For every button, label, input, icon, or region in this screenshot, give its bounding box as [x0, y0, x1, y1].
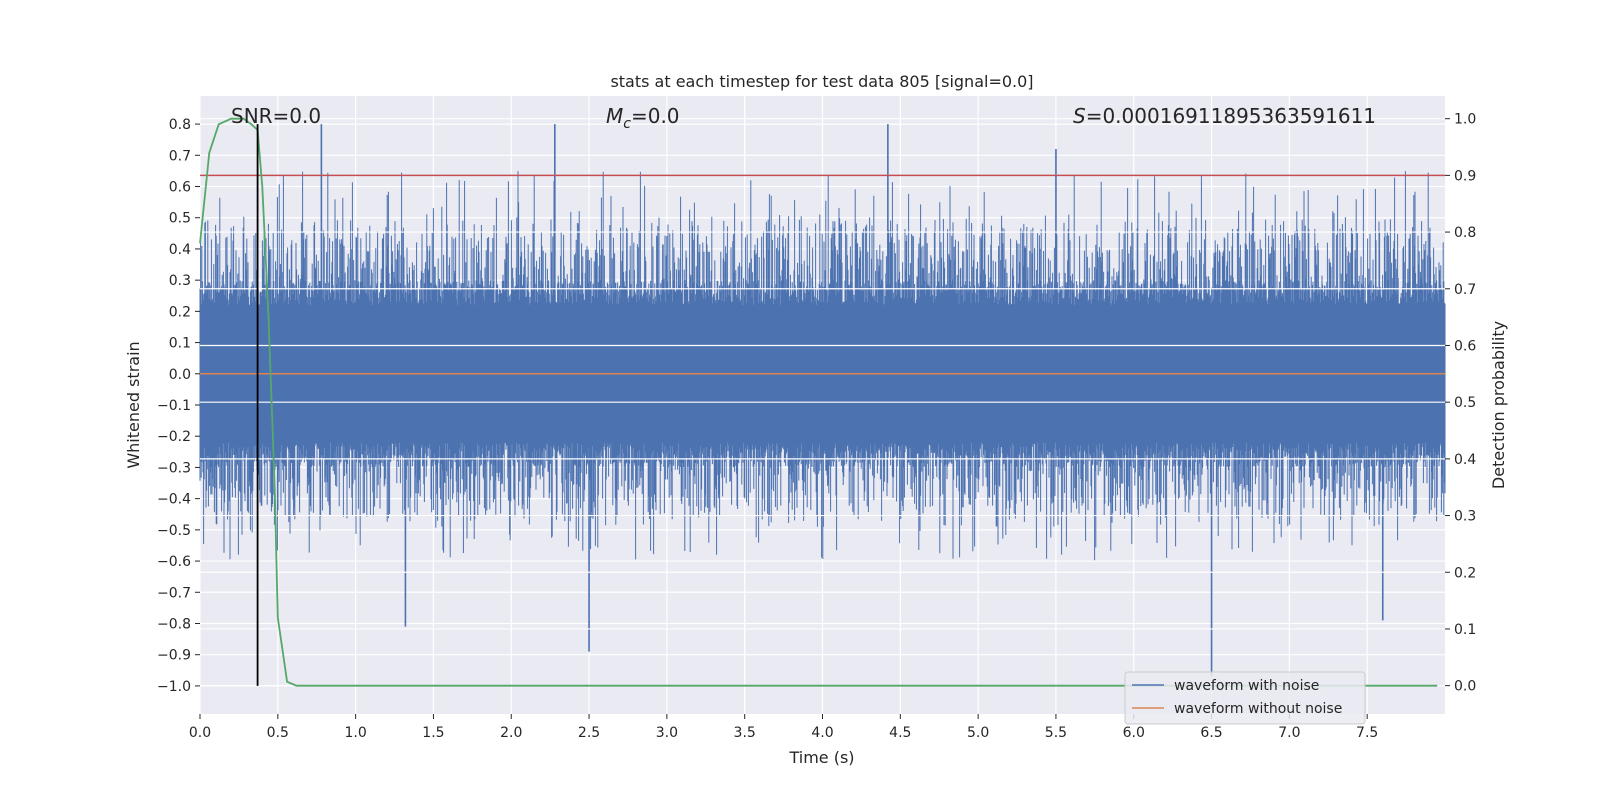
legend-label-noise: waveform with noise — [1174, 678, 1319, 694]
x-tick-label: 6.5 — [1200, 725, 1222, 741]
x-tick-label: 3.0 — [656, 725, 678, 741]
series-detection-probability — [199, 117, 1438, 687]
y-tick-label: 0.7 — [169, 148, 191, 164]
y-tick-label: −0.4 — [157, 492, 191, 508]
y2-tick-label: 0.9 — [1454, 168, 1476, 184]
x-tick-label: 0.0 — [189, 725, 211, 741]
y-tick-label: 0.5 — [169, 211, 191, 227]
mc-value: =0.0 — [631, 104, 680, 128]
y2-tick-label: 0.2 — [1454, 565, 1476, 581]
x-tick-label: 4.5 — [889, 725, 911, 741]
chart-title: stats at each timestep for test data 805… — [610, 72, 1033, 91]
y2-tick-label: 0.0 — [1454, 679, 1476, 695]
y-tick-label: 0.2 — [169, 304, 191, 320]
x-tick-label: 2.0 — [500, 725, 522, 741]
annotation-s: S=0.00016911895363591611 — [1073, 104, 1376, 128]
y-tick-label: −0.8 — [157, 616, 191, 632]
legend-box — [1124, 671, 1366, 725]
y2-tick-label: 0.3 — [1454, 509, 1476, 525]
s-value: =0.00016911895363591611 — [1086, 104, 1376, 128]
annotation-snr: SNR=0.0 — [231, 104, 321, 128]
y2-axis-label: Detection probability — [1489, 321, 1508, 489]
y2-ticks: 1.0 0.9 0.8 0.7 0.6 0.5 0.4 0.3 0.2 0.1 0.0 — [1445, 112, 1476, 695]
y-axis-label: Whitened strain — [124, 341, 143, 468]
y-tick-label: 0.4 — [169, 242, 191, 258]
y2-tick-label: 0.4 — [1454, 452, 1476, 468]
overlays — [199, 117, 1445, 687]
y2-tick-label: 0.7 — [1454, 282, 1476, 298]
annotation-mc: Mc=0.0 — [606, 104, 680, 132]
y2-tick-label: 0.1 — [1454, 622, 1476, 638]
y-tick-label: −0.5 — [157, 523, 191, 539]
x-tick-label: 1.5 — [422, 725, 444, 741]
y-tick-label: 0.3 — [169, 273, 191, 289]
y-tick-label: −0.3 — [157, 460, 191, 476]
x-tick-label: 7.5 — [1356, 725, 1378, 741]
y-tick-label: −0.6 — [157, 554, 191, 570]
mc-symbol: M — [606, 104, 623, 128]
y-tick-label: −1.0 — [157, 679, 191, 695]
y-tick-label: 0.6 — [169, 180, 191, 196]
y2-tick-label: 0.6 — [1454, 338, 1476, 354]
legend: waveform with noise waveform without noi… — [1124, 671, 1366, 725]
y-tick-label: 0.0 — [169, 367, 191, 383]
legend-label-clean: waveform without noise — [1174, 701, 1342, 717]
y-tick-label: −0.1 — [157, 398, 191, 414]
x-tick-label: 5.0 — [967, 725, 989, 741]
x-tick-label: 5.5 — [1045, 725, 1067, 741]
y2-tick-label: 0.8 — [1454, 225, 1476, 241]
y2-tick-label: 0.5 — [1454, 395, 1476, 411]
y-tick-label: −0.9 — [157, 648, 191, 664]
y-tick-label: 0.8 — [169, 117, 191, 133]
y-tick-label: −0.2 — [157, 429, 191, 445]
y2-tick-label: 1.0 — [1454, 112, 1476, 128]
s-symbol: S — [1073, 104, 1086, 128]
x-tick-label: 2.5 — [578, 725, 600, 741]
x-tick-label: 1.0 — [344, 725, 366, 741]
x-tick-label: 6.0 — [1123, 725, 1145, 741]
mc-subscript: c — [623, 116, 631, 132]
y-tick-label: 0.1 — [169, 336, 191, 352]
x-tick-label: 0.5 — [267, 725, 289, 741]
x-axis-label: Time (s) — [788, 748, 854, 767]
x-ticks: 0.0 0.5 1.0 1.5 2.0 2.5 3.0 3.5 4.0 4.5 5.0 5.5 6.0 6… — [189, 714, 1378, 741]
x-tick-label: 4.0 — [811, 725, 833, 741]
y-ticks: 0.8 0.7 0.6 0.5 0.4 0.3 0.2 0.1 0.0 −0.1 −0.2 −0.3 −… — [157, 117, 200, 695]
x-tick-label: 7.0 — [1278, 725, 1300, 741]
y-tick-label: −0.7 — [157, 585, 191, 601]
x-tick-label: 3.5 — [734, 725, 756, 741]
